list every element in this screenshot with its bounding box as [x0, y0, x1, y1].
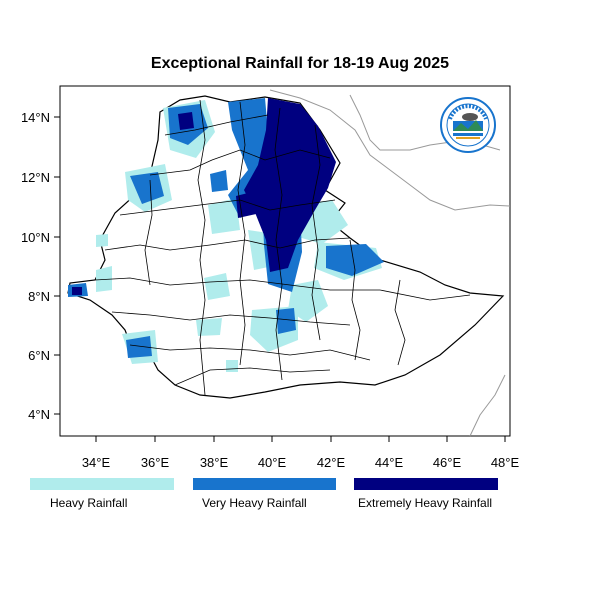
- x-tick-label: 36°E: [141, 455, 170, 470]
- y-tick-label: 14°N: [21, 110, 50, 125]
- legend-swatch-heavy: [30, 478, 174, 490]
- y-axis-labels: 14°N 12°N 10°N 8°N 6°N 4°N: [21, 110, 50, 422]
- x-tick-label: 38°E: [200, 455, 229, 470]
- legend-label-heavy: Heavy Rainfall: [50, 496, 128, 510]
- y-tick-label: 4°N: [28, 407, 50, 422]
- axis-ticks: [54, 116, 506, 442]
- legend-swatch-extremely-heavy: [354, 478, 498, 490]
- map-title: Exceptional Rainfall for 18-19 Aug 2025: [150, 55, 450, 72]
- x-tick-label: 44°E: [375, 455, 404, 470]
- x-tick-label: 40°E: [258, 455, 287, 470]
- ethiopian-meteorology-institute-logo: [440, 97, 496, 153]
- region-boundaries: [94, 99, 471, 396]
- x-tick-label: 48°E: [491, 455, 520, 470]
- x-axis-labels: 34°E 36°E 38°E 40°E 42°E 44°E 46°E 48°E: [82, 455, 520, 470]
- x-tick-label: 46°E: [433, 455, 462, 470]
- y-tick-label: 12°N: [21, 170, 50, 185]
- y-tick-label: 6°N: [28, 348, 50, 363]
- legend-label-very-heavy: Very Heavy Rainfall: [202, 496, 307, 510]
- legend-swatch-very-heavy: [193, 478, 336, 490]
- y-tick-label: 8°N: [28, 289, 50, 304]
- legend-label-extremely-heavy: Extremely Heavy Rainfall: [358, 496, 493, 510]
- y-tick-label: 10°N: [21, 230, 50, 245]
- x-tick-label: 42°E: [317, 455, 346, 470]
- x-tick-label: 34°E: [82, 455, 111, 470]
